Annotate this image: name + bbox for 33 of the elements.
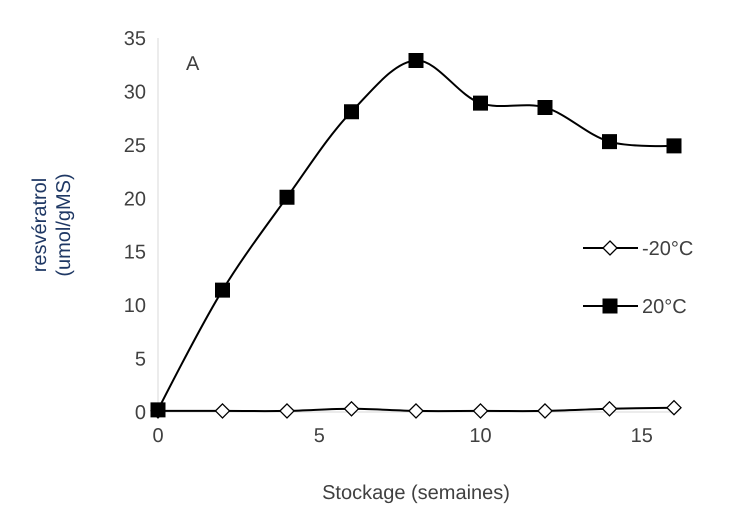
point — [215, 282, 230, 298]
y-tick-label: 35 — [124, 28, 146, 50]
point — [666, 138, 682, 154]
point — [344, 401, 360, 416]
annotation: A — [186, 53, 200, 75]
point — [214, 403, 230, 419]
x-tick-label: 15 — [630, 425, 653, 447]
y-tick-label: 0 — [134, 402, 146, 424]
y-tick-label: 10 — [124, 295, 146, 318]
y-tick-label: 15 — [124, 242, 146, 264]
y-tick-label: 25 — [124, 134, 146, 157]
y-tick-label: 20 — [124, 188, 146, 210]
y-axis-title: resvératrol (umol/gMS) — [29, 173, 75, 277]
x-tick-label: 0 — [152, 425, 164, 447]
x-tick-label: 5 — [314, 425, 325, 447]
point — [280, 190, 294, 205]
y-tick-label: 5 — [134, 348, 146, 371]
point — [408, 52, 424, 68]
x-axis-title: Stockage (semaines) — [322, 482, 510, 504]
y-tick-label: 30 — [124, 81, 146, 104]
legend-label: 20°C — [642, 296, 687, 318]
point — [602, 134, 617, 150]
point — [537, 403, 553, 419]
point — [344, 104, 359, 120]
point — [472, 403, 488, 419]
point — [538, 100, 552, 115]
point — [666, 400, 682, 416]
point — [602, 401, 618, 416]
x-tick-label: 10 — [469, 425, 492, 447]
point — [473, 96, 488, 111]
point — [279, 403, 295, 419]
point — [408, 403, 424, 419]
legend-label: -20°C — [642, 238, 694, 260]
